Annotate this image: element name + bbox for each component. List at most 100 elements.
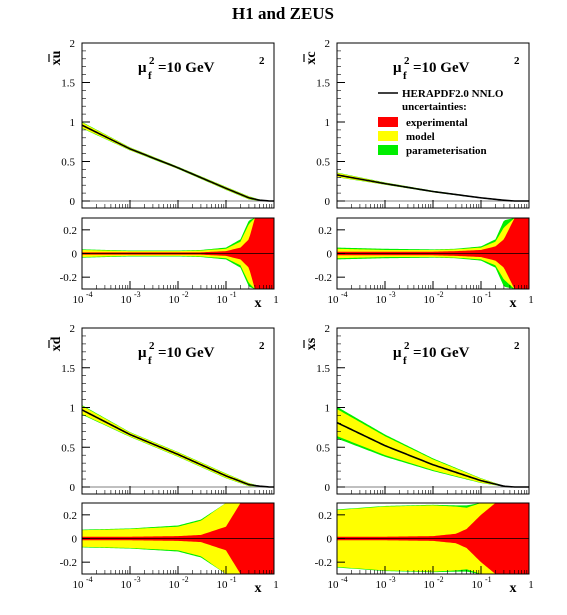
scale-symbol: μ [138, 60, 147, 76]
xu-ratio-ytick-label: -0.2 [60, 272, 77, 284]
xu-xtick-label: 10 [217, 294, 229, 306]
xd-ytick-label: 0.5 [61, 442, 75, 454]
xc-ratio-ytick-label: 0 [327, 249, 333, 261]
scale-superscript: 2 [149, 340, 155, 352]
xu-xtick-exponent: -2 [182, 290, 189, 299]
xu-band-param [82, 122, 274, 201]
xu-xtick-exponent: -1 [230, 290, 237, 299]
xc-ytick-label: 1 [325, 117, 331, 129]
xc-ytick-label: 0 [325, 196, 331, 208]
scale-symbol: μ [393, 60, 402, 76]
scale-value: =10 GeV [158, 60, 215, 76]
xc-band-model [337, 172, 529, 201]
xd-band-model [82, 405, 274, 487]
xc-ytick-label: 0.5 [316, 157, 330, 169]
xc-ratio-ytick-label: 0.2 [318, 225, 332, 237]
xs-xtick-label: 1 [528, 579, 534, 591]
scale-superscript: 2 [404, 55, 410, 67]
xd-ylabel: xd [49, 336, 64, 351]
xd-xtick-exponent: -4 [86, 575, 93, 584]
scale-symbol: μ [138, 345, 147, 361]
xc-central-line [336, 174, 529, 202]
xs-ytick-label: 0.5 [316, 442, 330, 454]
scale-unit-superscript: 2 [514, 55, 520, 67]
legend-line-label: HERAPDF2.0 NNLO [402, 88, 504, 100]
xu-xlabel: x [255, 296, 262, 311]
xs-central-line [336, 421, 529, 488]
xd-ytick-label: 0 [70, 482, 76, 494]
xu-band-model [82, 122, 274, 201]
xd-band-param [82, 405, 274, 487]
xu-ylabel: xu [49, 50, 64, 65]
xs-scale-label: μ 2f =10 GeV 2 [393, 340, 520, 367]
xu-ytick-label: 0.5 [61, 157, 75, 169]
scale-subscript: f [403, 70, 407, 82]
xd-xtick-exponent: -1 [230, 575, 237, 584]
scale-superscript: 2 [404, 340, 410, 352]
xd-xtick-label: 10 [121, 579, 133, 591]
xc-xtick-label: 1 [528, 294, 534, 306]
xs-xtick-exponent: -2 [437, 575, 444, 584]
xc-xtick-exponent: -4 [341, 290, 348, 299]
scale-superscript: 2 [149, 55, 155, 67]
scale-subscript: f [148, 355, 152, 367]
scale-unit-superscript: 2 [259, 340, 265, 352]
scale-symbol: μ [393, 345, 402, 361]
xs-ytick-label: 1.5 [316, 363, 330, 375]
xc-ytick-label: 2 [325, 38, 331, 50]
xs-xtick-exponent: -1 [485, 575, 492, 584]
xc-xtick-exponent: -1 [485, 290, 492, 299]
legend-swatch-0 [378, 117, 398, 127]
xu-ytick-label: 0 [70, 196, 76, 208]
xd-xtick-label: 10 [73, 579, 85, 591]
xc-xtick-label: 10 [472, 294, 484, 306]
xs-band-model [337, 409, 529, 487]
xu-xtick-label: 10 [73, 294, 85, 306]
xs-ytick-label: 0 [325, 482, 331, 494]
xd-ratio-ytick-label: 0.2 [63, 510, 77, 522]
xd-ytick-label: 2 [70, 323, 76, 335]
xc-xtick-label: 10 [424, 294, 436, 306]
legend-label-1: model [406, 131, 435, 143]
xd-xtick-label: 1 [273, 579, 279, 591]
legend-label-2: parameterisation [406, 145, 487, 157]
xd-ytick-label: 1 [70, 403, 76, 415]
xu-xtick-label: 10 [121, 294, 133, 306]
scale-unit-superscript: 2 [514, 340, 520, 352]
xu-ytick-label: 1.5 [61, 78, 75, 90]
xc-xtick-exponent: -3 [389, 290, 396, 299]
xu-ratio-ytick-label: 0 [72, 249, 78, 261]
xu-ytick-label: 1 [70, 117, 76, 129]
xd-xtick-exponent: -2 [182, 575, 189, 584]
scale-value: =10 GeV [158, 345, 215, 361]
xs-xtick-label: 10 [328, 579, 340, 591]
xs-xtick-exponent: -4 [341, 575, 348, 584]
xs-xtick-label: 10 [376, 579, 388, 591]
xu-xtick-exponent: -3 [134, 290, 141, 299]
scale-unit-superscript: 2 [259, 55, 265, 67]
xc-xtick-exponent: -2 [437, 290, 444, 299]
xc-ratio-ytick-label: -0.2 [315, 272, 332, 284]
xd-ytick-label: 1.5 [61, 363, 75, 375]
xs-ytick-label: 2 [325, 323, 331, 335]
xc-xtick-label: 10 [328, 294, 340, 306]
legend-swatch-1 [378, 131, 398, 141]
xs-xtick-label: 10 [424, 579, 436, 591]
xs-ratio-ytick-label: 0.2 [318, 510, 332, 522]
xs-xtick-exponent: -3 [389, 575, 396, 584]
xs-ratio-ytick-label: -0.2 [315, 557, 332, 569]
xu-xtick-label: 10 [169, 294, 181, 306]
figure-title: H1 and ZEUS [232, 4, 334, 23]
xs-ytick-label: 1 [325, 403, 331, 415]
xu-ratio-ytick-label: 0.2 [63, 225, 77, 237]
xd-xtick-exponent: -3 [134, 575, 141, 584]
scale-value: =10 GeV [413, 345, 470, 361]
legend-swatch-2 [378, 145, 398, 155]
xd-xlabel: x [255, 581, 262, 596]
xd-central-line [81, 409, 274, 488]
